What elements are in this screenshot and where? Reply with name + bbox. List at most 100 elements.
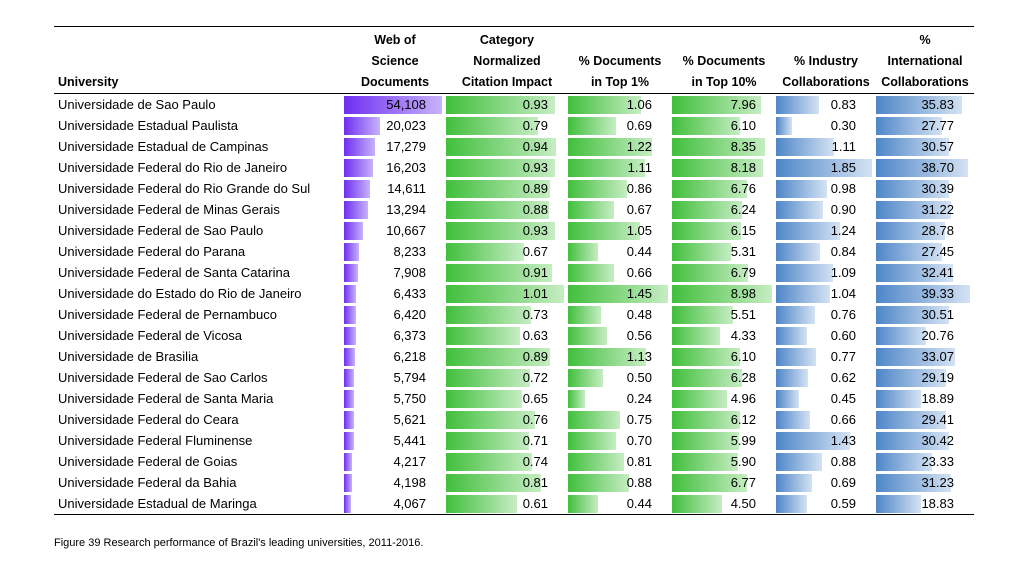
data-bar [672, 431, 739, 450]
metric-cell: 6.79 [672, 262, 776, 283]
data-bar [446, 368, 531, 387]
data-bar [568, 284, 668, 303]
university-name: Universidade Federal da Bahia [58, 475, 237, 490]
data-bar-cell: 30.57 [876, 137, 970, 156]
metric-value: 30.51 [921, 306, 954, 322]
metric-value: 0.98 [830, 180, 856, 196]
metric-cell: 16,203 [344, 157, 446, 178]
university-name: Universidade Federal de Santa Catarina [58, 265, 290, 280]
metric-value: 13,294 [386, 201, 426, 217]
metric-value: 20,023 [386, 117, 426, 133]
metric-value: 27.45 [921, 243, 954, 259]
data-bar [568, 326, 607, 345]
data-bar-cell: 30.42 [876, 431, 970, 450]
metric-cell: 0.76 [776, 304, 876, 325]
data-bar-cell: 27.77 [876, 116, 970, 135]
metric-cell: 0.74 [446, 451, 568, 472]
metric-cell: 0.89 [446, 178, 568, 199]
metric-cell: 27.45 [876, 241, 974, 262]
table-row: Universidade do Estado do Rio de Janeiro… [54, 283, 974, 304]
data-bar [344, 137, 376, 156]
data-bar-cell: 0.89 [446, 179, 564, 198]
metric-value: 5,750 [393, 390, 426, 406]
metric-cell: 0.56 [568, 325, 672, 346]
metric-value: 8.98 [730, 285, 756, 301]
data-bar-cell: 7,908 [344, 263, 442, 282]
data-bar-cell: 28.78 [876, 221, 970, 240]
header-line: % Documents [578, 54, 662, 68]
metric-cell: 0.44 [568, 241, 672, 262]
header-line: % Industry [794, 54, 858, 68]
metric-cell: 1.85 [776, 157, 876, 178]
metric-value: 6,420 [393, 306, 426, 322]
data-bar [568, 368, 603, 387]
data-bar-cell: 0.79 [446, 116, 564, 135]
data-bar [876, 452, 932, 471]
metric-value: 0.79 [522, 117, 548, 133]
data-bar-cell: 0.65 [446, 389, 564, 408]
data-bar [568, 95, 642, 114]
data-bar-cell: 1.11 [568, 158, 668, 177]
data-bar-cell: 14,611 [344, 179, 442, 198]
data-bar [672, 221, 741, 240]
metric-cell: 4,067 [344, 493, 446, 515]
data-bar [446, 305, 532, 324]
metric-cell: 0.81 [446, 472, 568, 493]
table-row: Universidade Federal de Santa Catarina 7,… [54, 262, 974, 283]
data-bar [672, 200, 742, 219]
header-line: University [58, 75, 119, 89]
data-bar [344, 305, 356, 324]
metric-value: 0.81 [522, 474, 548, 490]
data-bar-cell: 0.66 [568, 263, 668, 282]
metric-cell: 28.78 [876, 220, 974, 241]
data-bar-cell: 0.77 [776, 347, 872, 366]
data-bar-cell: 0.93 [446, 95, 564, 114]
data-bar-cell: 0.72 [446, 368, 564, 387]
metric-value: 5.31 [730, 243, 756, 259]
data-bar-cell: 6,420 [344, 305, 442, 324]
metric-value: 5,441 [393, 432, 426, 448]
data-bar-cell: 18.89 [876, 389, 970, 408]
metric-cell: 0.93 [446, 157, 568, 178]
data-bar [446, 242, 525, 261]
university-name: Universidade Federal de Goias [58, 454, 238, 469]
metric-value: 28.78 [921, 222, 954, 238]
data-bar-cell: 5.51 [672, 305, 772, 324]
data-bar-cell: 6.12 [672, 410, 772, 429]
data-bar [344, 158, 374, 177]
header-line: International [887, 54, 963, 68]
data-bar-cell: 5,441 [344, 431, 442, 450]
data-bar-cell: 1.22 [568, 137, 668, 156]
data-bar-cell: 1.04 [776, 284, 872, 303]
metric-cell: 0.67 [568, 199, 672, 220]
data-bar-cell: 39.33 [876, 284, 970, 303]
metric-cell: 1.11 [568, 157, 672, 178]
data-bar [776, 116, 792, 135]
metric-cell: 31.22 [876, 199, 974, 220]
metric-cell: 0.69 [568, 115, 672, 136]
metric-cell: 33.07 [876, 346, 974, 367]
metric-cell: 4.96 [672, 388, 776, 409]
metric-value: 0.65 [522, 390, 548, 406]
data-bar [776, 452, 822, 471]
data-bar [344, 242, 359, 261]
data-bar [672, 389, 728, 408]
data-bar [344, 452, 352, 471]
data-bar [568, 137, 653, 156]
metric-value: 6,218 [393, 348, 426, 364]
data-bar [776, 368, 809, 387]
data-bar-cell: 0.44 [568, 242, 668, 261]
data-bar [446, 263, 553, 282]
metric-value: 0.71 [522, 432, 548, 448]
data-bar [876, 473, 951, 492]
data-bar [776, 137, 834, 156]
table-row: Universidade Federal de Goias 4,217 0.74 0.… [54, 451, 974, 472]
header-line: Collaborations [782, 75, 870, 89]
metric-cell: 0.63 [446, 325, 568, 346]
metric-cell: 0.94 [446, 136, 568, 157]
metric-value: 1.45 [626, 285, 652, 301]
data-bar [776, 158, 872, 177]
data-bar [672, 137, 765, 156]
data-bar-cell: 0.59 [776, 494, 872, 513]
header-line: % [919, 33, 931, 47]
